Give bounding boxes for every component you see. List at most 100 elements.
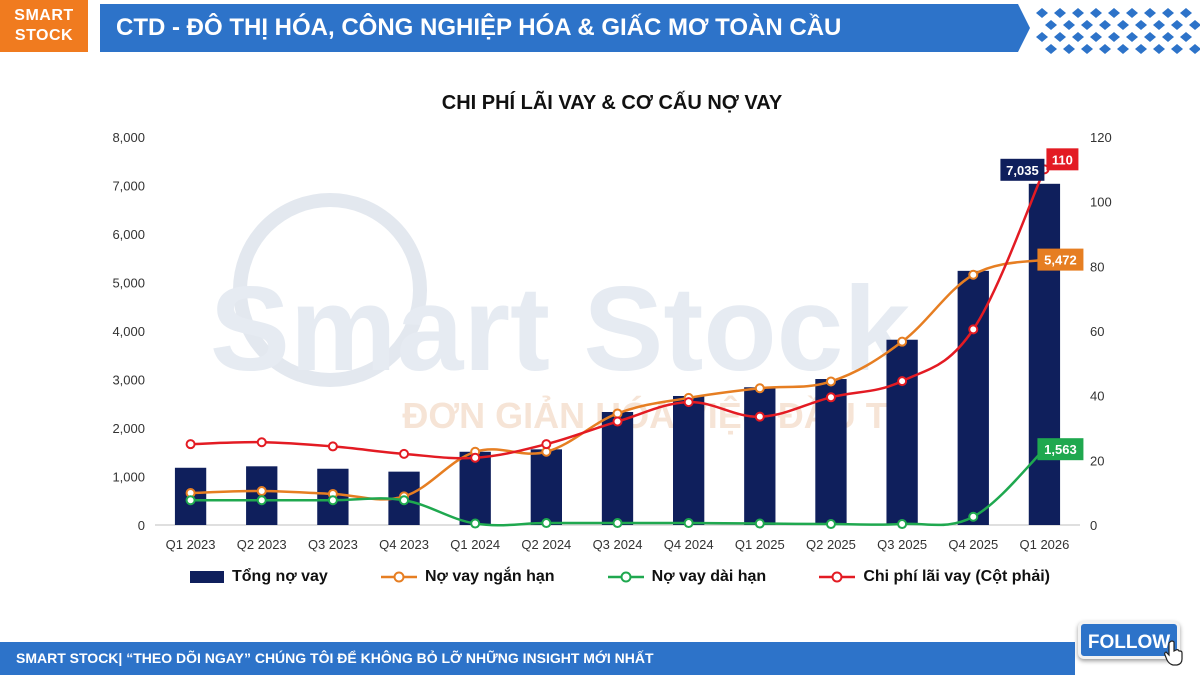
header-title-bar: CTD - ĐÔ THỊ HÓA, CÔNG NGHIỆP HÓA & GIẤC…: [100, 4, 1030, 52]
hand-cursor-icon: [1164, 640, 1183, 666]
y-tick-label: 5,000: [112, 276, 145, 291]
y-tick-label: 8,000: [112, 130, 145, 145]
y2-tick-label: 100: [1090, 195, 1112, 210]
y2-tick-label: 120: [1090, 130, 1112, 145]
footer-bar: SMART STOCK| “THEO DÕI NGAY” CHÚNG TÔI Đ…: [0, 642, 1075, 675]
point-interest: [541, 439, 552, 450]
x-tick-label: Q4 2023: [379, 537, 429, 552]
point-interest: [683, 397, 694, 408]
legend-swatch-long-term: [607, 571, 644, 583]
point-long-term: [825, 519, 836, 530]
y2-tick-label: 0: [1090, 518, 1097, 533]
point-long-term: [897, 519, 908, 530]
point-interest: [968, 324, 979, 335]
decoration-dot: [1081, 20, 1093, 30]
data-label-box: [1037, 438, 1084, 461]
header-decoration-icon: [1036, 8, 1200, 54]
decoration-dot: [1171, 44, 1183, 54]
x-tick-label: Q1 2026: [1019, 537, 1069, 552]
legend-item-interest: Chi phí lãi vay (Cột phải): [819, 568, 1050, 586]
bar-total-debt: [1028, 183, 1061, 526]
point-interest: [185, 439, 196, 450]
point-short-term: [897, 336, 908, 347]
x-tick-label: Q1 2023: [166, 537, 216, 552]
decoration-dot: [1135, 44, 1147, 54]
follow-button[interactable]: FOLLOW: [1078, 621, 1180, 659]
y-tick-label: 7,000: [112, 179, 145, 194]
decoration-dot: [1054, 32, 1066, 42]
data-label-box: [1037, 248, 1084, 271]
point-long-term: [327, 495, 338, 506]
decoration-dot: [1099, 20, 1111, 30]
legend-label-short-term: Nợ vay ngắn hạn: [424, 568, 555, 585]
decoration-dot: [1144, 8, 1156, 18]
brand-line-1: SMART: [14, 7, 74, 24]
x-tick-label: Q3 2025: [877, 537, 927, 552]
x-tick-label: Q2 2023: [237, 537, 287, 552]
decoration-dot: [1189, 20, 1200, 30]
legend-swatch-bar: [190, 571, 224, 583]
point-short-term: [256, 486, 267, 497]
decoration-dot: [1117, 20, 1129, 30]
y2-tick-label: 40: [1090, 389, 1104, 404]
bar-total-debt: [601, 411, 634, 525]
decoration-dot: [1090, 32, 1102, 42]
point-interest: [327, 441, 338, 452]
legend-swatch-interest: [819, 571, 856, 583]
legend-swatch-short-term: [380, 571, 417, 583]
decoration-dot: [1126, 32, 1138, 42]
decoration-dot: [1045, 20, 1057, 30]
y2-tick-label: 20: [1090, 453, 1104, 468]
watermark-name: Smart Stock: [210, 262, 911, 396]
legend-item-total-debt: Tổng nợ vay: [190, 568, 328, 586]
x-tick-label: Q4 2024: [664, 537, 714, 552]
decoration-dot: [1036, 32, 1048, 42]
bar-total-debt: [459, 451, 491, 525]
point-long-term: [185, 495, 196, 506]
point-interest: [399, 448, 410, 459]
footer-text: SMART STOCK| “THEO DÕI NGAY” CHÚNG TÔI Đ…: [16, 650, 654, 666]
decoration-dot: [1171, 20, 1183, 30]
decoration-dot: [1153, 44, 1165, 54]
decoration-dot: [1162, 32, 1174, 42]
point-interest: [897, 376, 908, 387]
point-long-term: [754, 518, 765, 529]
point-short-term: [754, 383, 765, 394]
y-tick-label: 1,000: [112, 470, 145, 485]
decoration-dot: [1189, 44, 1200, 54]
bar-total-debt: [815, 379, 847, 525]
point-long-term: [541, 518, 552, 529]
point-interest: [256, 437, 267, 448]
decoration-dot: [1135, 20, 1147, 30]
bar-total-debt: [744, 387, 776, 525]
point-interest: [825, 392, 836, 403]
decoration-dot: [1144, 32, 1156, 42]
point-interest: [754, 411, 765, 422]
point-short-term: [612, 408, 623, 419]
decoration-dot: [1162, 8, 1174, 18]
data-label: 110: [1052, 152, 1073, 167]
watermark-bulb-icon: [233, 193, 427, 387]
chart-title: CHI PHÍ LÃI VAY & CƠ CẤU NỢ VAY: [441, 92, 783, 114]
legend-label-long-term: Nợ vay dài hạn: [651, 568, 767, 585]
point-short-term: [825, 376, 836, 387]
decoration-dot: [1090, 8, 1102, 18]
legend-label-interest: Chi phí lãi vay (Cột phải): [863, 568, 1050, 585]
y-tick-label: 2,000: [112, 421, 145, 436]
point-interest: [470, 452, 481, 463]
point-long-term: [683, 518, 694, 529]
decoration-dot: [1180, 8, 1192, 18]
y2-tick-label: 60: [1090, 324, 1104, 339]
brand-logo: SMART STOCK: [0, 0, 88, 52]
y2-tick-label: 80: [1090, 259, 1104, 274]
data-label: 5,472: [1044, 253, 1077, 268]
legend-label-total-debt: Tổng nợ vay: [232, 568, 328, 585]
legend-item-long-term: Nợ vay dài hạn: [607, 568, 767, 586]
x-tick-label: Q3 2024: [593, 537, 643, 552]
decoration-dot: [1081, 44, 1093, 54]
x-tick-label: Q4 2025: [948, 537, 998, 552]
decoration-dot: [1126, 8, 1138, 18]
x-tick-label: Q3 2023: [308, 537, 358, 552]
decoration-dot: [1108, 8, 1120, 18]
